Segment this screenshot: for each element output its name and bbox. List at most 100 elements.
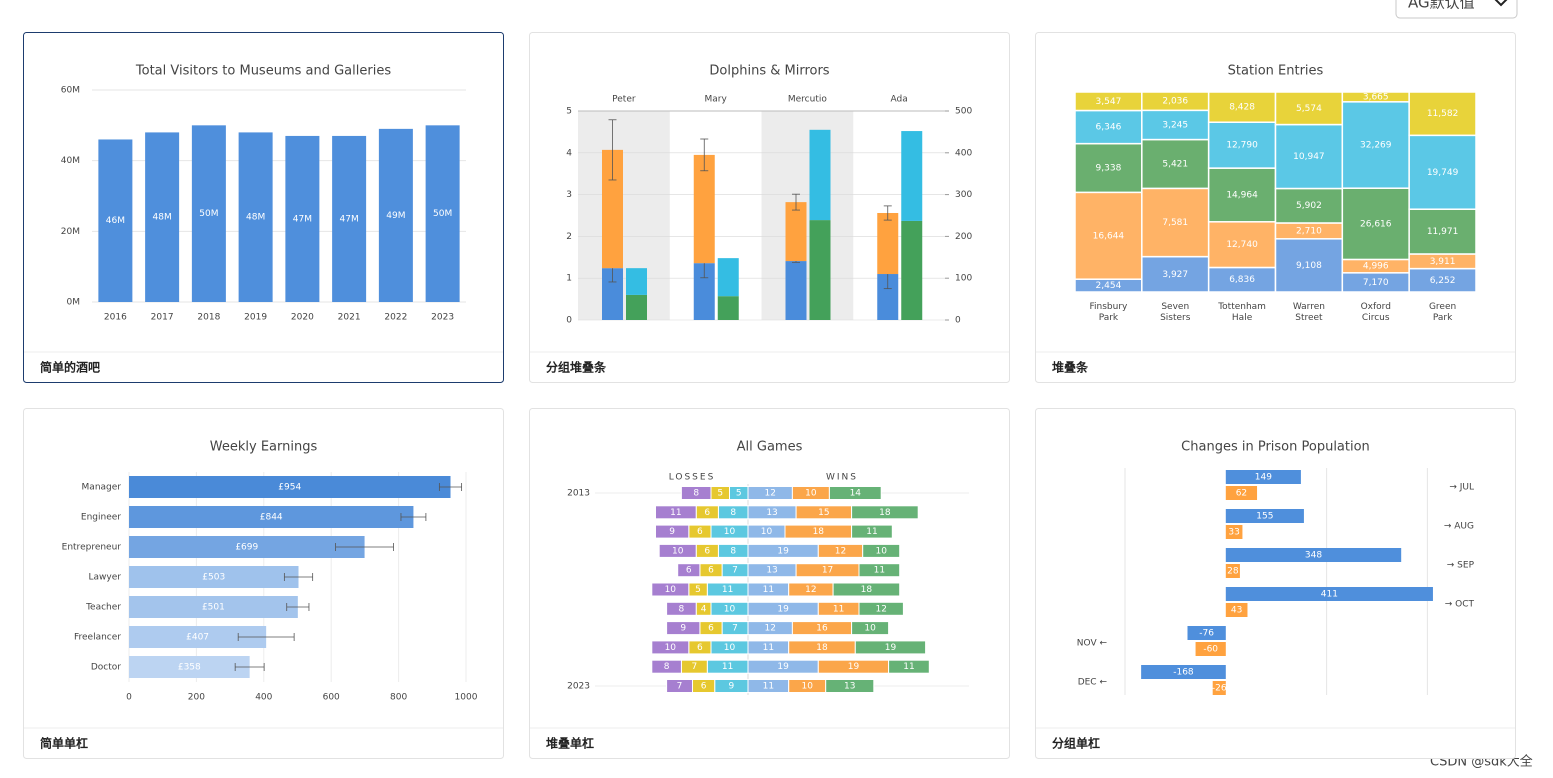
bar-segment: [809, 220, 831, 320]
data-label: 3,547: [1096, 97, 1122, 107]
bar-segment: [809, 129, 831, 221]
bar-segment: [1074, 109, 1143, 145]
data-label: 149: [1255, 473, 1272, 483]
chart-title: Total Visitors to Museums and Galleries: [135, 64, 391, 79]
data-label: 5: [717, 489, 723, 499]
data-label: 5,574: [1296, 104, 1322, 114]
data-label: 47M: [340, 214, 359, 224]
data-label: 10: [724, 527, 736, 537]
bar: [129, 536, 365, 558]
bar-segment: [658, 543, 697, 558]
x-tick-label: 1000: [455, 693, 478, 703]
dropdown[interactable]: AG默认值: [1395, 0, 1518, 19]
chart-title: Dolphins & Mirrors: [709, 64, 829, 79]
card[interactable]: 简单的酒吧 Total Visitors to Museums and Galle…: [23, 32, 504, 383]
data-label: 10: [875, 546, 887, 556]
bar: [1212, 681, 1226, 695]
data-label: 5,902: [1296, 201, 1322, 211]
card-caption[interactable]: 堆叠单杠: [546, 736, 594, 751]
bar-segment: [854, 640, 927, 655]
data-label: 16: [816, 624, 828, 634]
bar: [129, 506, 414, 528]
chart-title: Station Entries: [1228, 64, 1324, 79]
x-tick-label: 2022: [384, 313, 407, 323]
data-label: 19: [885, 643, 897, 653]
x-tick-label: 2019: [244, 313, 267, 323]
data-label: 8: [679, 604, 685, 614]
data-label: 7: [691, 662, 697, 672]
data-label: 6: [697, 527, 703, 537]
bar-segment: [851, 505, 919, 520]
card-caption[interactable]: 分组单杠: [1052, 736, 1100, 751]
bar-segment: [651, 659, 682, 674]
dropdown-box[interactable]: [1395, 0, 1518, 19]
data-label: 6: [701, 682, 707, 692]
bar-segment: [858, 563, 901, 578]
chart-title: Changes in Prison Population: [1181, 440, 1370, 455]
card-caption[interactable]: 堆叠条: [1052, 360, 1089, 375]
data-label: 2,036: [1162, 97, 1188, 107]
card[interactable]: 简单单杠 Weekly Earnings 0 200 400 600 800 1000 £954…: [23, 408, 504, 759]
data-label: 14: [850, 489, 862, 499]
data-label: 33: [1228, 528, 1239, 538]
dropdown-label[interactable]: AG默认值: [1408, 0, 1475, 12]
card-caption[interactable]: 分组堆叠条: [546, 360, 607, 375]
data-label: 7: [732, 624, 738, 634]
data-label: 9: [669, 527, 675, 537]
data-label: 4: [701, 604, 707, 614]
data-label: 9: [680, 624, 686, 634]
data-label: 6,252: [1430, 276, 1456, 286]
bar: [1225, 548, 1402, 562]
y-tick-label: 0M: [67, 298, 81, 308]
y2-tick-label: 100: [955, 274, 972, 284]
data-label: 10: [864, 624, 876, 634]
x-tick-label: 800: [390, 693, 407, 703]
x-tick-label: 2020: [291, 313, 314, 323]
y-tick-label: 1: [566, 274, 572, 284]
data-label: 11: [722, 585, 733, 595]
x-tick-label: 400: [255, 693, 272, 703]
bar-segment: [651, 582, 690, 597]
bar-segment: [901, 131, 923, 221]
bar-segment: [832, 582, 901, 597]
bar-segment: [862, 543, 901, 558]
data-label: 10,947: [1293, 152, 1325, 162]
data-label: 11: [874, 566, 885, 576]
data-label: 6: [708, 566, 714, 576]
x-tick-label: 2023: [431, 313, 454, 323]
data-label: 6: [686, 566, 692, 576]
card-frame[interactable]: [1035, 408, 1516, 759]
card[interactable]: 分组单杠 Changes in Prison Population 149 62 → J…: [1035, 408, 1516, 759]
data-label: 8: [693, 489, 699, 499]
data-label: 12,790: [1226, 141, 1258, 151]
card[interactable]: 分组堆叠条 Dolphins & Mirrors Peter Mary Mercutio…: [529, 32, 1010, 383]
y-tick-label: 2013: [567, 489, 590, 499]
y-tick-label: Teacher: [85, 603, 121, 613]
bar: [145, 132, 180, 302]
card[interactable]: 堆叠条 Station Entries 2,454 16,644 9,338 6,346 3…: [1035, 32, 1516, 383]
data-label: 50M: [199, 209, 218, 219]
band-background: [578, 111, 670, 320]
wins-header: WINS: [826, 473, 858, 483]
data-label: 62: [1236, 489, 1247, 499]
chart-title: All Games: [737, 440, 803, 455]
x-tick-label: Green Park: [1429, 302, 1456, 323]
card-caption[interactable]: 简单单杠: [40, 736, 88, 751]
y-tick-label: 2023: [567, 682, 590, 692]
band-background: [761, 111, 854, 320]
data-label: 19: [777, 604, 789, 614]
bar-segment: [626, 294, 647, 320]
data-label: 11: [763, 682, 774, 692]
chevron[interactable]: [1494, 0, 1508, 7]
data-label: 8: [664, 662, 670, 672]
data-label: 9,108: [1296, 261, 1322, 271]
data-label: 3,911: [1430, 257, 1456, 267]
chart-title: Weekly Earnings: [210, 440, 318, 455]
y2-tick-label: 300: [955, 190, 972, 200]
data-label: 3,927: [1162, 270, 1188, 280]
card-caption[interactable]: 简单的酒吧: [40, 360, 100, 375]
x-tick-label: Tottenham Hale: [1217, 302, 1266, 323]
bar-segment: [677, 563, 701, 578]
category-label: NOV ←: [1077, 639, 1108, 649]
